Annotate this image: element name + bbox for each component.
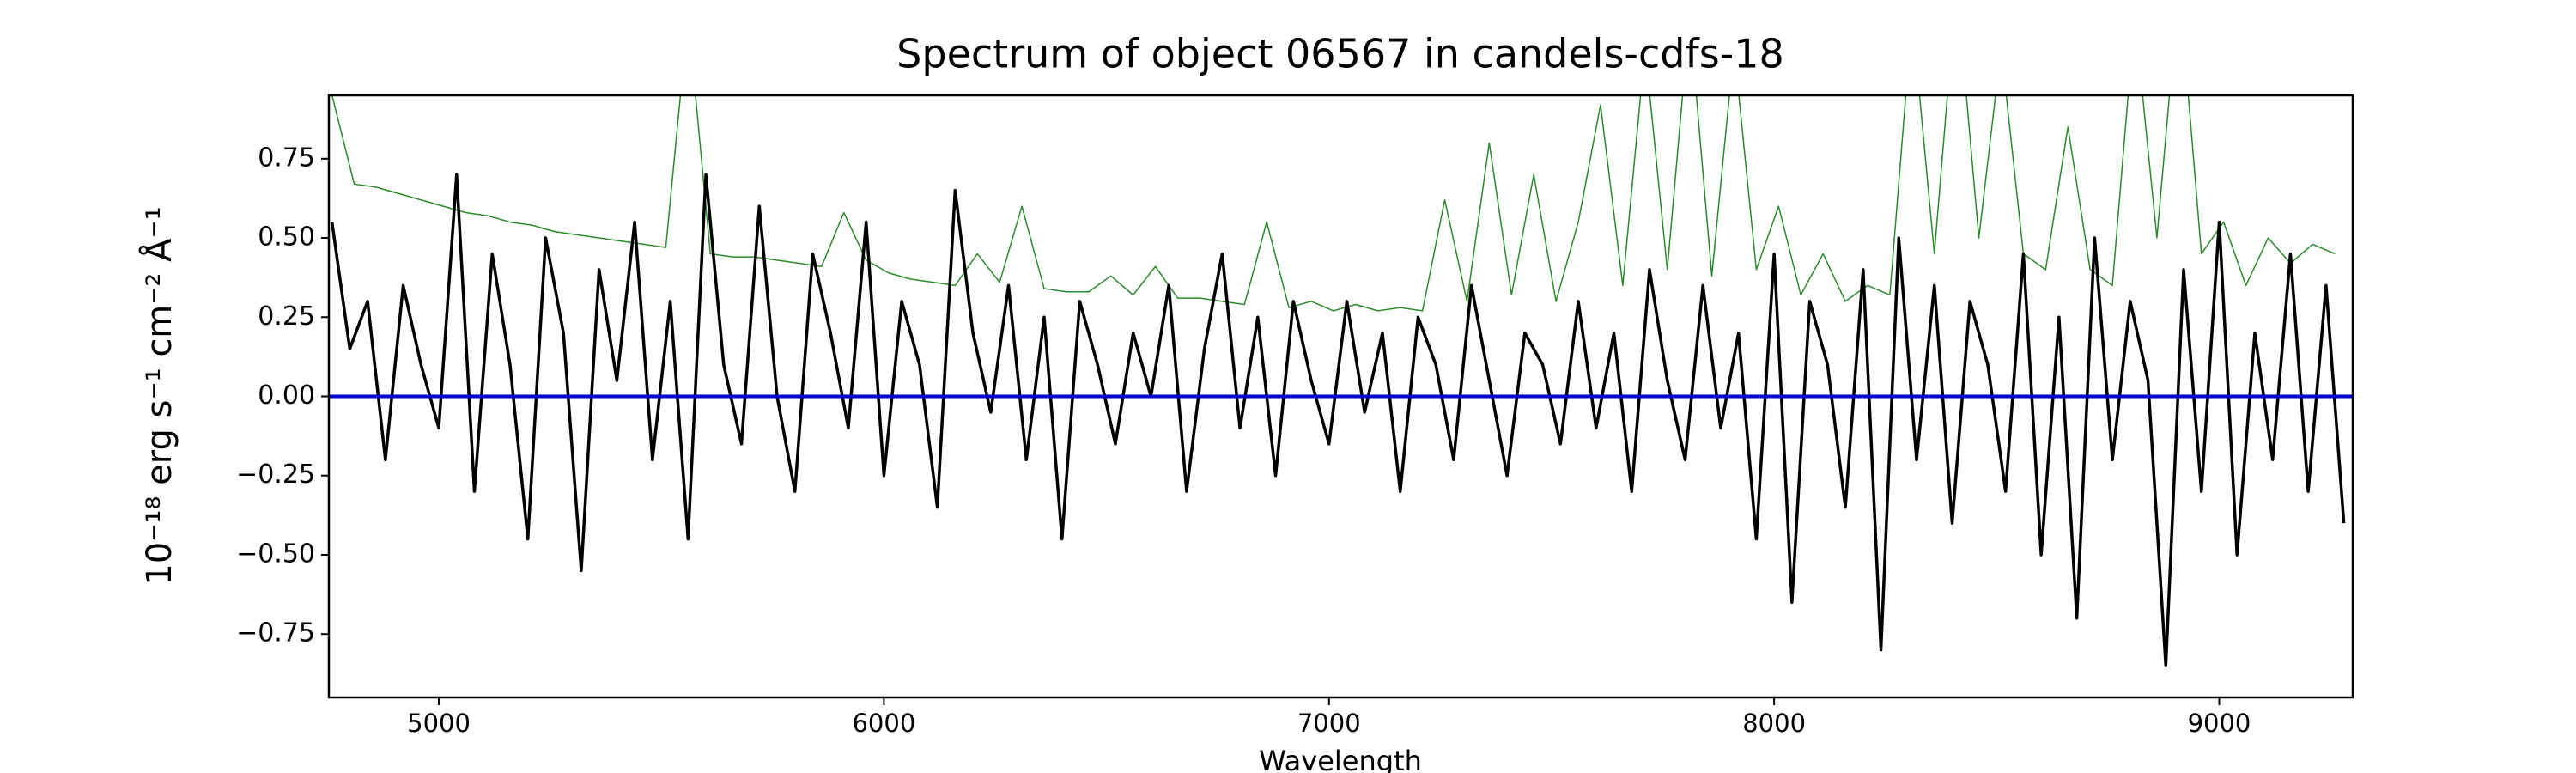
x-tick-label: 5000 (407, 709, 471, 738)
plot-area (329, 95, 2353, 667)
y-tick-label: 0.00 (258, 380, 315, 411)
spectrum-line (330, 173, 2346, 667)
y-tick-label: −0.25 (236, 460, 315, 490)
x-tick-label: 7000 (1297, 709, 1361, 738)
y-tick-label: 0.75 (258, 143, 315, 173)
y-tick-label: −0.75 (236, 618, 315, 648)
x-tick-label: 8000 (1742, 709, 1806, 738)
chart-title: Spectrum of object 06567 in candels-cdfs… (896, 31, 1784, 77)
y-tick-label: −0.50 (236, 539, 315, 569)
y-axis-label: 10⁻¹⁸ erg s⁻¹ cm⁻² Å⁻¹ (138, 206, 179, 585)
x-tick-label: 6000 (852, 709, 915, 738)
spectrum-line (331, 95, 2336, 312)
x-axis-label: Wavelength (1259, 745, 1422, 773)
y-tick-label: 0.50 (258, 222, 315, 253)
x-tick-label: 9000 (2188, 709, 2251, 738)
y-tick-label: 0.25 (258, 301, 315, 332)
